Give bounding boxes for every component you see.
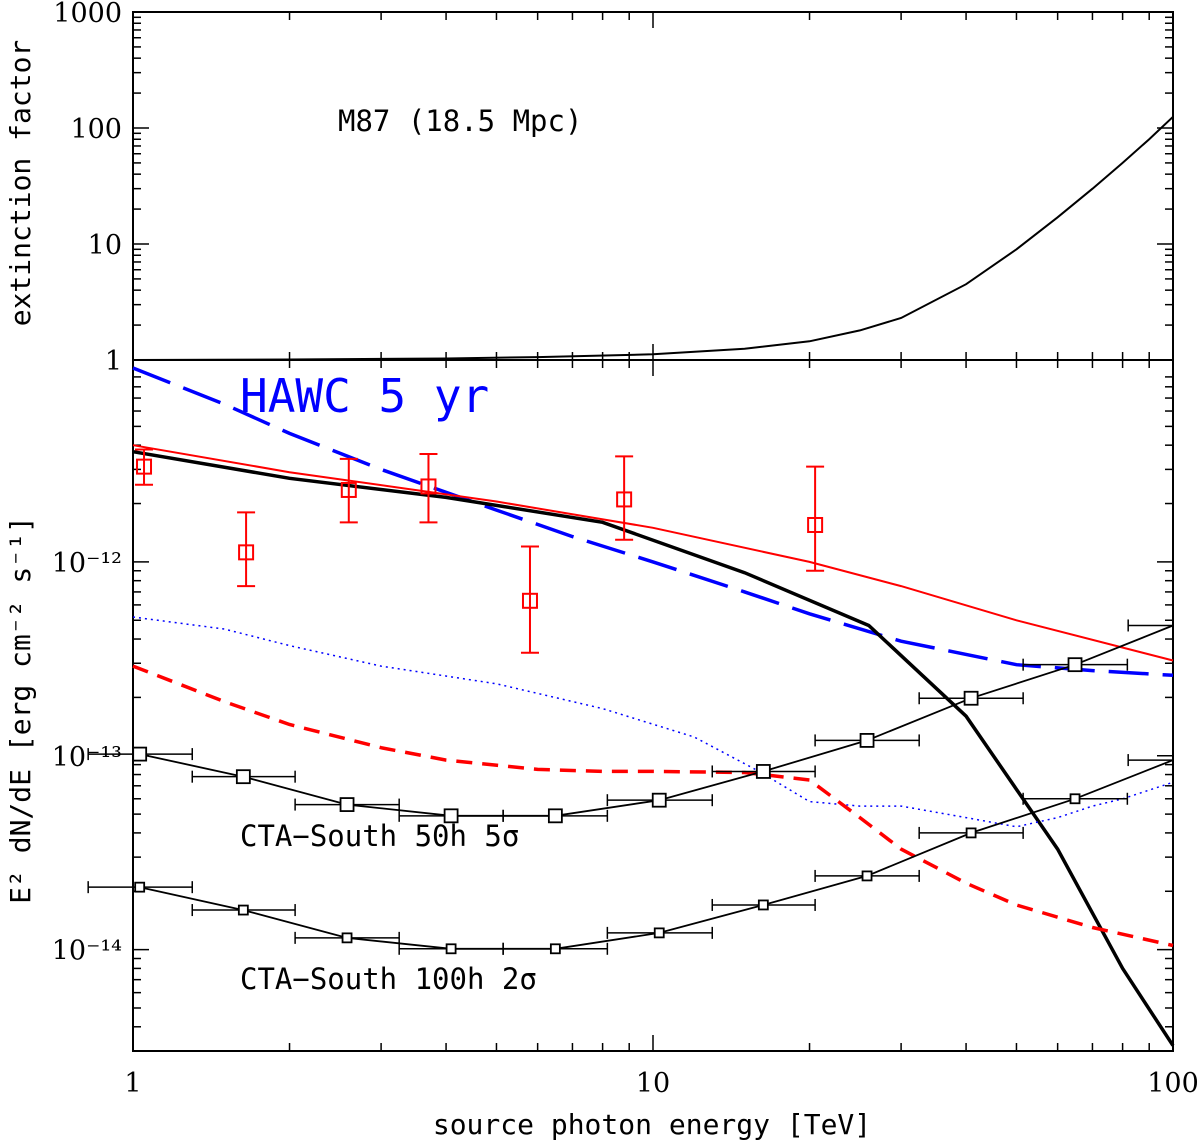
cta-marker xyxy=(1067,657,1083,673)
extinction-panel: 1 10 100 1000 xyxy=(53,0,1174,377)
series-line-1 xyxy=(132,444,1174,662)
cta-marker xyxy=(861,870,873,882)
cta-marker xyxy=(859,733,875,748)
bottom-frame xyxy=(132,359,1174,1052)
cta-marker xyxy=(963,690,979,706)
cta-50h-label: CTA−South 50h 5σ xyxy=(240,819,519,853)
top-y-tick-label: 10 xyxy=(88,230,122,261)
data-point-marker xyxy=(616,491,633,508)
cta-marker xyxy=(443,808,459,824)
series-line-0 xyxy=(132,366,1174,678)
x-axis-title: source photon energy [TeV] xyxy=(433,1108,871,1141)
x-tick-label: 1 xyxy=(124,1068,141,1099)
bottom-y-tick-label: 10⁻¹² xyxy=(52,548,122,579)
cta-marker xyxy=(755,764,771,779)
series-line-2 xyxy=(132,449,1175,1047)
m87-annotation: M87 (18.5 Mpc) xyxy=(338,104,582,138)
cta-100h-label: CTA−South 100h 2σ xyxy=(240,962,537,996)
top-y-axis-title: extinction factor xyxy=(4,40,37,327)
top-y-tick-label: 1000 xyxy=(53,0,122,29)
cta-marker xyxy=(132,746,148,762)
cta-marker xyxy=(549,943,561,955)
data-point-marker xyxy=(136,458,153,475)
data-point-marker xyxy=(420,478,437,495)
top-y-tick-label: 100 xyxy=(70,114,122,145)
data-point-marker xyxy=(521,592,538,609)
cta-marker xyxy=(653,927,665,939)
x-tick-label: 10 xyxy=(636,1068,670,1099)
series-line-4 xyxy=(132,664,1174,948)
cta-marker xyxy=(235,769,251,785)
cta-marker xyxy=(445,943,457,955)
cta-marker xyxy=(965,827,977,839)
hawc-label: HAWC 5 yr xyxy=(240,369,489,423)
bottom-y-tick-label: 10⁻¹³ xyxy=(52,742,122,773)
cta-marker xyxy=(237,904,249,916)
data-point-marker xyxy=(238,544,255,561)
cta-marker xyxy=(1069,793,1081,805)
chart-labels: extinction factor E² dN/dE [erg cm⁻² s⁻¹… xyxy=(4,40,871,1141)
cta-marker xyxy=(339,797,355,812)
cta-marker xyxy=(134,881,146,893)
cta-marker xyxy=(341,932,353,944)
bottom-y-axis-title: E² dN/dE [erg cm⁻² s⁻¹] xyxy=(4,516,37,904)
bottom-y-tick-label: 10⁻¹⁴ xyxy=(52,936,122,967)
extinction-curve xyxy=(132,116,1174,361)
top-y-tick-label: 1 xyxy=(105,346,122,377)
cta-marker xyxy=(651,792,667,808)
cta-sensitivity-line xyxy=(139,759,1174,950)
cta-sensitivity-line xyxy=(139,624,1174,817)
cta-marker xyxy=(757,899,769,911)
data-point-marker xyxy=(340,481,357,498)
top-frame xyxy=(132,11,1174,361)
x-tick-label: 100 xyxy=(1147,1068,1199,1099)
cta-marker xyxy=(547,808,563,824)
data-point-marker xyxy=(807,516,824,533)
spectrum-panel: 1 10 100 10⁻¹² 10⁻¹³ 10⁻¹⁴ xyxy=(52,359,1199,1099)
